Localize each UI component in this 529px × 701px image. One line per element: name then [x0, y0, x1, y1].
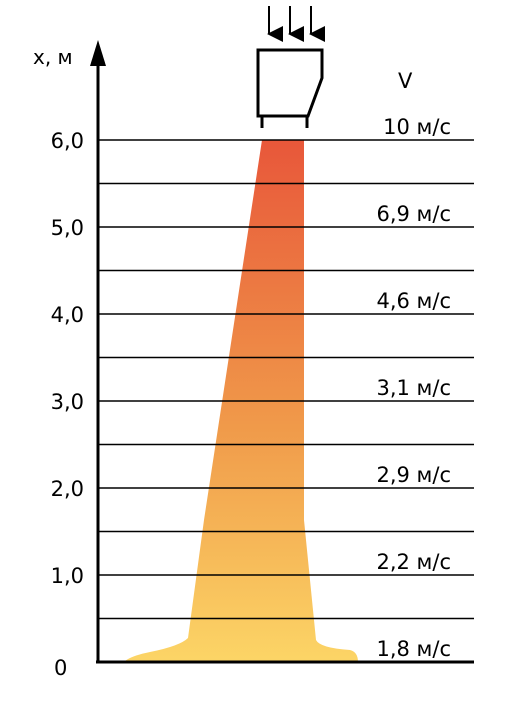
velocity-label: 4,6 м/с	[376, 289, 451, 313]
velocity-label: 3,1 м/с	[376, 376, 451, 400]
velocity-label: 10 м/с	[383, 115, 451, 139]
y-axis-title: x, м	[33, 45, 73, 69]
velocity-label: 2,9 м/с	[376, 463, 451, 487]
velocity-header: V	[398, 69, 413, 93]
y-tick-label: 1,0	[51, 564, 84, 588]
tick-labels: 1,0 2,0 3,0 4,0 5,0 6,0	[51, 129, 84, 588]
air-curtain-icon	[256, 6, 325, 128]
velocity-label: 6,9 м/с	[376, 202, 451, 226]
y-tick-label: 6,0	[51, 129, 84, 153]
velocity-label: 1,8 м/с	[376, 637, 451, 661]
velocity-label: 2,2 м/с	[376, 550, 451, 574]
grid-lines	[98, 139, 474, 620]
y-tick-label: 3,0	[51, 390, 84, 414]
y-tick-label: 2,0	[51, 477, 84, 501]
y-tick-label: 5,0	[51, 216, 84, 240]
y-tick-label: 4,0	[51, 303, 84, 327]
speed-labels: 10 м/с 6,9 м/с 4,6 м/с 3,1 м/с 2,9 м/с 2,2 м/…	[376, 115, 451, 661]
y-axis-arrow-icon	[90, 40, 106, 66]
zero-label: 0	[54, 656, 67, 680]
